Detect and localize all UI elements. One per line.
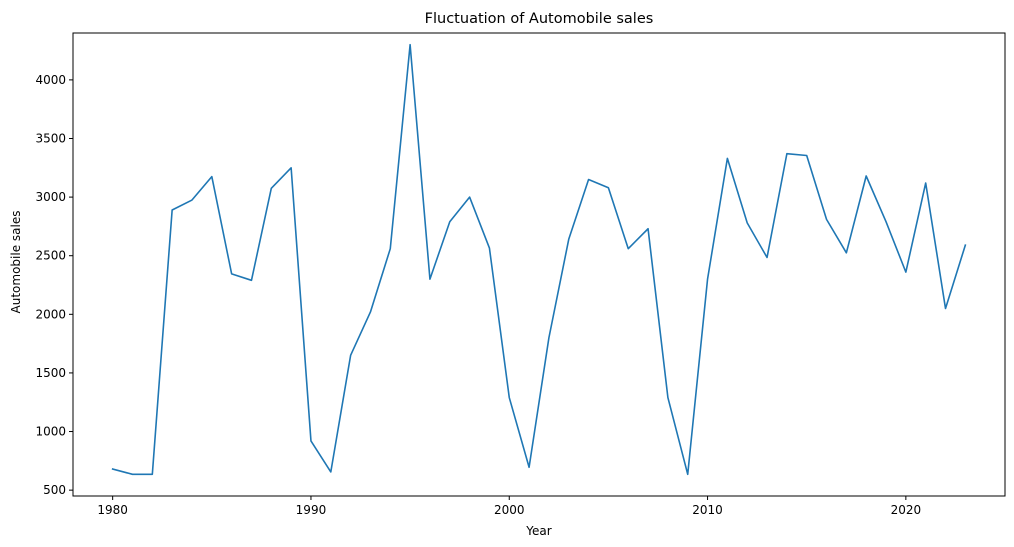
chart-title: Fluctuation of Automobile sales bbox=[425, 11, 654, 27]
y-tick-label-1000: 1000 bbox=[35, 425, 66, 439]
plot-frame bbox=[72, 32, 1006, 497]
x-tick-label-2010: 2010 bbox=[692, 503, 723, 517]
y-axis-title: Automobile sales bbox=[9, 211, 23, 314]
plot-area: 1980 1990 2000 2010 2020 500 1000 1500 2000 2500 3… bbox=[35, 32, 1006, 517]
series-line-0 bbox=[111, 43, 967, 476]
x-axis-title: Year bbox=[525, 524, 551, 538]
x-tick-label-1980: 1980 bbox=[97, 503, 128, 517]
y-tick-label-4000: 4000 bbox=[35, 73, 66, 87]
x-tick-label-2000: 2000 bbox=[494, 503, 525, 517]
x-tick-label-1990: 1990 bbox=[296, 503, 327, 517]
x-tick-label-2020: 2020 bbox=[891, 503, 922, 517]
y-tick-label-3500: 3500 bbox=[35, 131, 66, 145]
y-tick-label-2000: 2000 bbox=[35, 307, 66, 321]
y-tick-label-1500: 1500 bbox=[35, 366, 66, 380]
y-tick-label-2500: 2500 bbox=[35, 249, 66, 263]
y-tick-label-3000: 3000 bbox=[35, 190, 66, 204]
y-tick-label-500: 500 bbox=[43, 483, 66, 497]
